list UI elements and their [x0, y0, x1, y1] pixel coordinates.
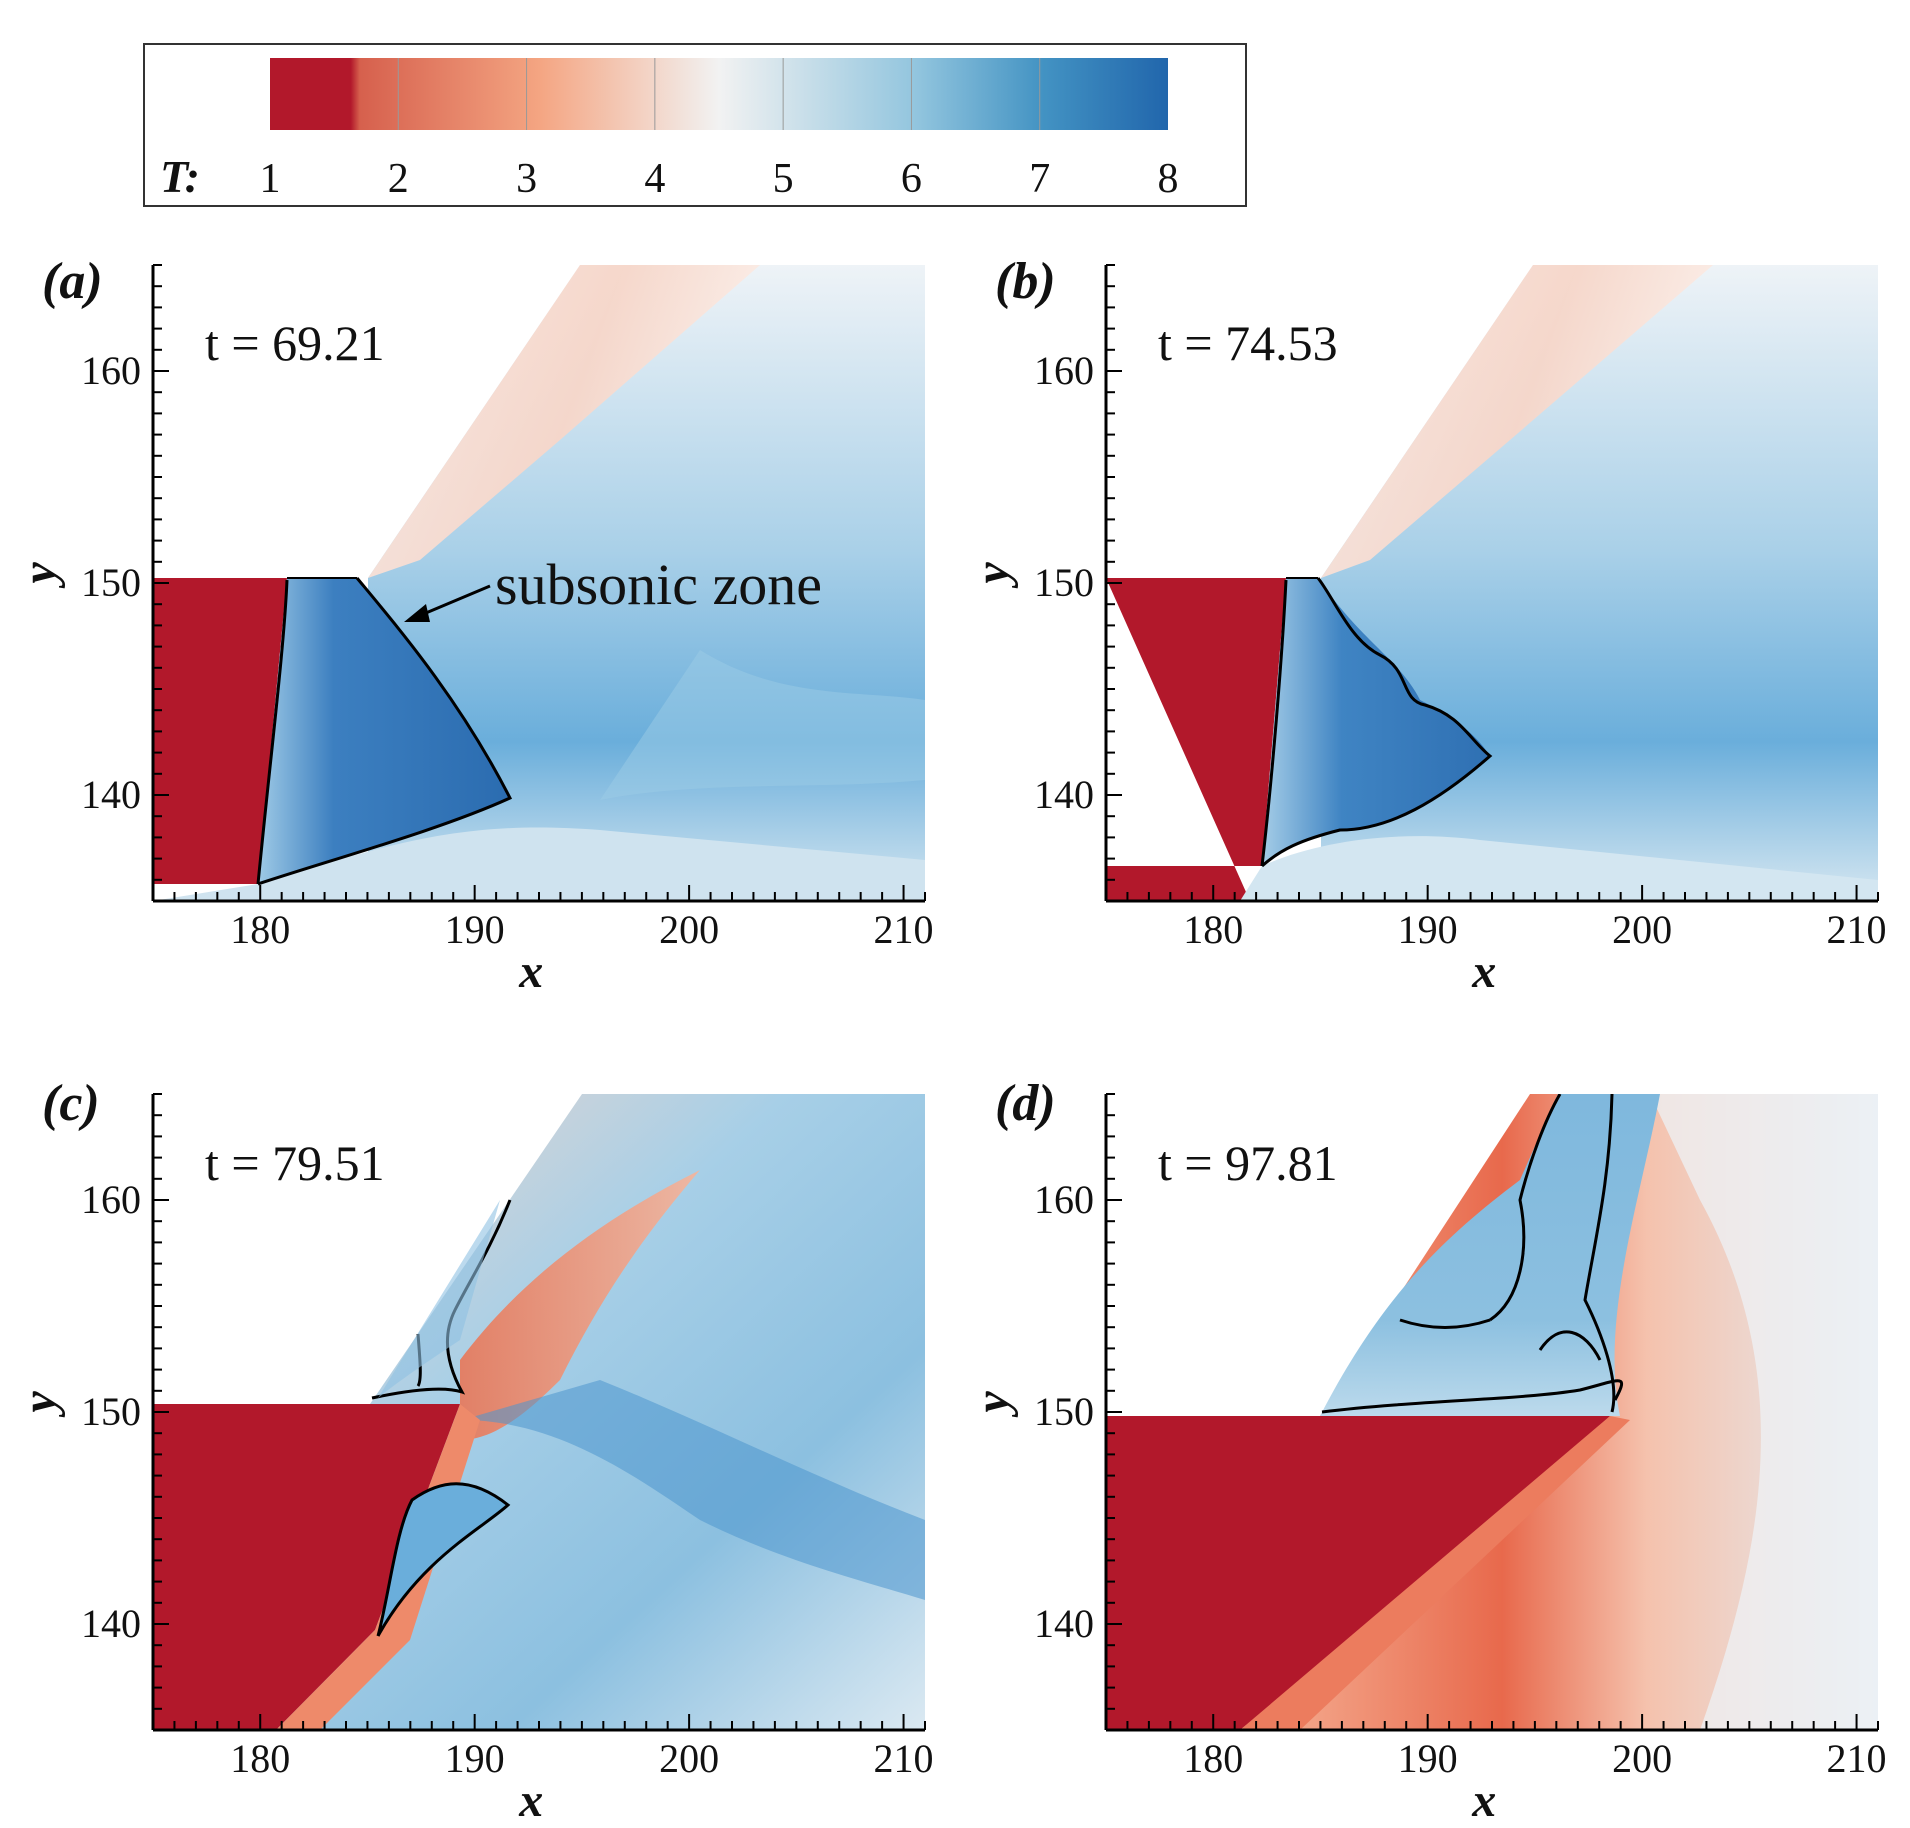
y-tick-label: 150: [1034, 560, 1094, 605]
colorbar-tick-label: 4: [644, 156, 665, 202]
panel-d-tag: (d): [995, 1075, 1056, 1132]
colorbar-tick-label: 8: [1158, 156, 1179, 202]
panel-b-tag: (b): [995, 253, 1056, 310]
panel-b-field: [1106, 265, 1878, 901]
x-axis-title: x: [1471, 1774, 1496, 1827]
panel-d: 180 190 200 210 140 150 160 x y (d) t = 97.81: [966, 1075, 1887, 1827]
x-tick-label: 180: [230, 907, 290, 952]
y-tick-label: 160: [1034, 348, 1094, 393]
x-tick-label: 190: [445, 907, 505, 952]
x-tick-label: 210: [1827, 907, 1887, 952]
panel-a-axes: 180 190 200 210 140 150 160 x y: [13, 264, 934, 998]
panel-b-axes: 180 190 200 210 140 150 160 x y: [966, 264, 1887, 998]
y-axis-title: y: [966, 1391, 1019, 1418]
x-tick-label: 180: [1183, 1736, 1243, 1781]
x-tick-label: 190: [1398, 907, 1458, 952]
y-axis-title: y: [13, 1391, 66, 1418]
colorbar-variable-label: T:: [160, 151, 200, 202]
colorbar-dividers: [397, 58, 1041, 130]
x-tick-label: 180: [230, 1736, 290, 1781]
panel-b: 180 190 200 210 140 150 160 x y (b) t = 74.53: [966, 253, 1887, 998]
x-tick-label: 200: [1612, 1736, 1672, 1781]
x-tick-label: 190: [1398, 1736, 1458, 1781]
y-tick-label: 140: [1034, 772, 1094, 817]
y-tick-label: 160: [1034, 1177, 1094, 1222]
panel-a-tag: (a): [42, 253, 103, 310]
colorbar-legend: T: 1 2 3 4 5 6 7 8: [143, 43, 1247, 207]
x-tick-label: 210: [1827, 1736, 1887, 1781]
y-axis-title: y: [966, 562, 1019, 589]
annotation-arrow: [404, 584, 491, 622]
x-tick-label: 200: [659, 907, 719, 952]
panel-d-axes: 180 190 200 210 140 150 160 x y: [966, 1093, 1887, 1827]
colorbar-tick-label: 1: [260, 156, 281, 202]
y-tick-label: 150: [81, 560, 141, 605]
y-tick-label: 160: [81, 1177, 141, 1222]
y-tick-label: 160: [81, 348, 141, 393]
panel-a: 180 190 200 210 140 150 160 x y (a) t = 69.21 su…: [13, 253, 934, 998]
x-axis-title: x: [518, 1774, 543, 1827]
x-tick-label: 210: [874, 1736, 934, 1781]
colorbar-gradient: [270, 58, 1168, 130]
x-tick-label: 180: [1183, 907, 1243, 952]
panel-c-axes: 180 190 200 210 140 150 160 x y: [13, 1093, 934, 1827]
panel-d-field: [1106, 1094, 1878, 1730]
y-tick-label: 140: [1034, 1601, 1094, 1646]
x-axis-title: x: [518, 945, 543, 998]
colorbar-tick-label: 3: [516, 156, 537, 202]
y-axis-title: y: [13, 562, 66, 589]
panel-b-time: t = 74.53: [1158, 315, 1338, 371]
panel-c-tag: (c): [42, 1075, 100, 1132]
y-tick-label: 140: [81, 1601, 141, 1646]
panel-c: 180 190 200 210 140 150 160 x y (c) t = 79.51: [13, 1075, 934, 1827]
y-tick-label: 150: [1034, 1389, 1094, 1434]
panel-c-time: t = 79.51: [205, 1135, 385, 1191]
subsonic-zone-annotation: subsonic zone: [495, 552, 822, 617]
x-tick-label: 210: [874, 907, 934, 952]
colorbar-tick-labels: 1 2 3 4 5 6 7 8: [260, 156, 1179, 202]
panel-a-field: [153, 265, 925, 901]
x-tick-label: 190: [445, 1736, 505, 1781]
y-tick-label: 140: [81, 772, 141, 817]
panel-c-field: [153, 1094, 925, 1730]
colorbar-tick-label: 2: [388, 156, 409, 202]
colorbar-tick-label: 6: [901, 156, 922, 202]
panel-a-time: t = 69.21: [205, 315, 385, 371]
colorbar-tick-label: 7: [1029, 156, 1050, 202]
colorbar-tick-label: 5: [773, 156, 794, 202]
panel-d-time: t = 97.81: [1158, 1135, 1338, 1191]
y-tick-label: 150: [81, 1389, 141, 1434]
x-tick-label: 200: [1612, 907, 1672, 952]
x-axis-title: x: [1471, 945, 1496, 998]
x-tick-label: 200: [659, 1736, 719, 1781]
